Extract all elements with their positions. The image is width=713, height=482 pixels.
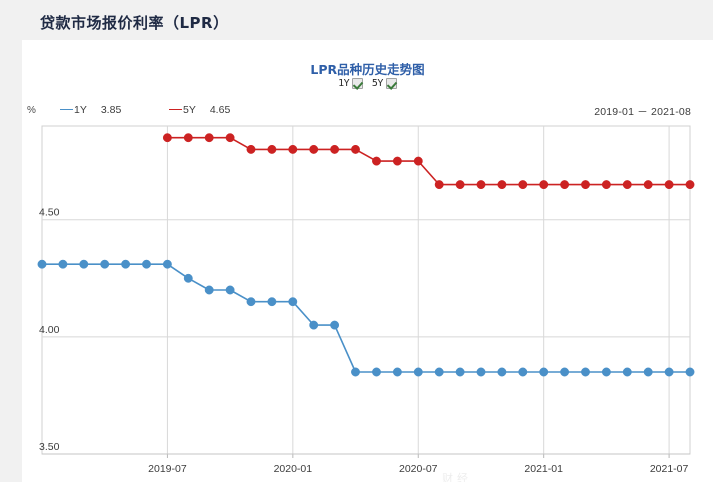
data-point-5y[interactable] <box>351 144 360 154</box>
legend-item-5y[interactable]: 5Y 4.65 <box>169 104 230 116</box>
data-point-1y[interactable] <box>100 259 110 269</box>
data-point-5y[interactable] <box>246 144 256 154</box>
series-toggle-group: 1Y 5Y <box>22 78 713 89</box>
legend-swatch-5y <box>169 108 182 110</box>
data-point-1y[interactable] <box>267 297 277 307</box>
data-point-1y[interactable] <box>225 285 235 295</box>
x-axis-tick-label: 2021-07 <box>650 463 689 475</box>
data-point-5y[interactable] <box>413 156 423 166</box>
data-point-1y[interactable] <box>539 367 549 377</box>
x-axis-tick-label: 2020-01 <box>274 463 313 475</box>
data-point-1y[interactable] <box>455 367 465 377</box>
x-axis-tick-label: 2019-07 <box>148 463 187 475</box>
series-toggle-5y[interactable]: 5Y <box>372 78 397 89</box>
data-point-5y[interactable] <box>539 180 549 190</box>
data-point-5y[interactable] <box>622 180 632 190</box>
series-toggle-5y-label: 5Y <box>371 78 384 89</box>
data-point-5y[interactable] <box>455 180 465 190</box>
data-point-1y[interactable] <box>581 367 590 377</box>
data-point-5y[interactable] <box>685 180 695 190</box>
series-toggle-1y-label: 1Y <box>338 78 350 89</box>
data-point-5y[interactable] <box>497 180 507 190</box>
legend-swatch-1y <box>60 108 73 110</box>
chart-plot-area[interactable]: 3.50 4.00 4.50 2019-07 2020-01 2020-07 2021-01… <box>22 124 713 482</box>
data-point-5y[interactable] <box>225 133 235 143</box>
legend-label-5y: 5Y <box>183 104 196 117</box>
data-point-5y[interactable] <box>330 144 340 154</box>
y-axis-tick-label: 4.00 <box>39 324 60 336</box>
legend-item-1y[interactable]: 1Y 3.85 <box>60 104 121 116</box>
data-point-1y[interactable] <box>497 367 507 377</box>
data-point-1y[interactable] <box>601 367 611 377</box>
data-point-1y[interactable] <box>288 297 298 307</box>
data-point-5y[interactable] <box>560 180 570 190</box>
data-point-5y[interactable] <box>476 180 486 190</box>
data-point-1y[interactable] <box>246 297 256 307</box>
legend-value-5y: 4.65 <box>209 104 231 117</box>
series-toggle-5y-checkbox[interactable] <box>385 78 397 89</box>
data-point-1y[interactable] <box>643 367 653 377</box>
data-point-1y[interactable] <box>622 367 632 377</box>
chart-svg: 3.50 4.00 4.50 2019-07 2020-01 2020-07 2021-01… <box>37 125 695 475</box>
legend-value-1y: 3.85 <box>100 104 122 117</box>
data-point-5y[interactable] <box>309 144 319 154</box>
data-point-5y[interactable] <box>664 180 674 190</box>
data-point-1y[interactable] <box>37 259 47 269</box>
data-point-1y[interactable] <box>204 285 214 295</box>
chart-legend: % 1Y 3.85 5Y 4.65 2019-01 － 2021-08 <box>22 102 713 124</box>
data-point-5y[interactable] <box>581 180 590 190</box>
data-point-5y[interactable] <box>434 180 444 190</box>
series-toggle-1y[interactable]: 1Y <box>338 78 364 89</box>
x-axis-tick-label: 2021-01 <box>524 463 563 475</box>
series-toggle-1y-checkbox[interactable] <box>352 78 364 89</box>
data-point-5y[interactable] <box>204 133 214 143</box>
y-axis-unit-label: % <box>27 105 36 116</box>
data-point-1y[interactable] <box>434 367 444 377</box>
data-point-5y[interactable] <box>601 180 611 190</box>
data-point-1y[interactable] <box>162 259 172 269</box>
data-point-5y[interactable] <box>183 133 193 143</box>
data-point-5y[interactable] <box>372 156 381 166</box>
data-point-1y[interactable] <box>351 367 360 377</box>
data-point-1y[interactable] <box>183 273 193 283</box>
data-point-5y[interactable] <box>267 144 277 154</box>
y-axis-tick-label: 3.50 <box>39 441 60 453</box>
data-point-1y[interactable] <box>309 320 319 330</box>
chart-card: LPR品种历史走势图 1Y 5Y % 1Y 3.85 5Y 4.65 2019-01… <box>22 40 713 482</box>
data-point-1y[interactable] <box>142 259 151 269</box>
data-point-5y[interactable] <box>518 180 528 190</box>
chart-title: LPR品种历史走势图 <box>310 62 425 77</box>
data-point-1y[interactable] <box>664 367 674 377</box>
data-point-1y[interactable] <box>685 367 695 377</box>
data-point-1y[interactable] <box>330 320 340 330</box>
data-point-1y[interactable] <box>518 367 528 377</box>
data-point-1y[interactable] <box>392 367 402 377</box>
x-axis-tick-label: 2020-07 <box>399 463 438 475</box>
page-title: 贷款市场报价利率（LPR） <box>40 14 229 32</box>
data-point-1y[interactable] <box>372 367 381 377</box>
data-point-1y[interactable] <box>476 367 486 377</box>
data-point-5y[interactable] <box>288 144 298 154</box>
data-point-5y[interactable] <box>643 180 653 190</box>
data-point-1y[interactable] <box>58 259 68 269</box>
data-point-5y[interactable] <box>392 156 402 166</box>
data-point-1y[interactable] <box>560 367 570 377</box>
data-point-1y[interactable] <box>413 367 423 377</box>
chart-date-range: 2019-01 － 2021-08 <box>594 106 691 118</box>
data-point-1y[interactable] <box>79 259 89 269</box>
legend-label-1y: 1Y <box>74 104 87 117</box>
y-axis-tick-label: 4.50 <box>39 207 60 219</box>
data-point-5y[interactable] <box>162 133 172 143</box>
data-point-1y[interactable] <box>121 259 131 269</box>
